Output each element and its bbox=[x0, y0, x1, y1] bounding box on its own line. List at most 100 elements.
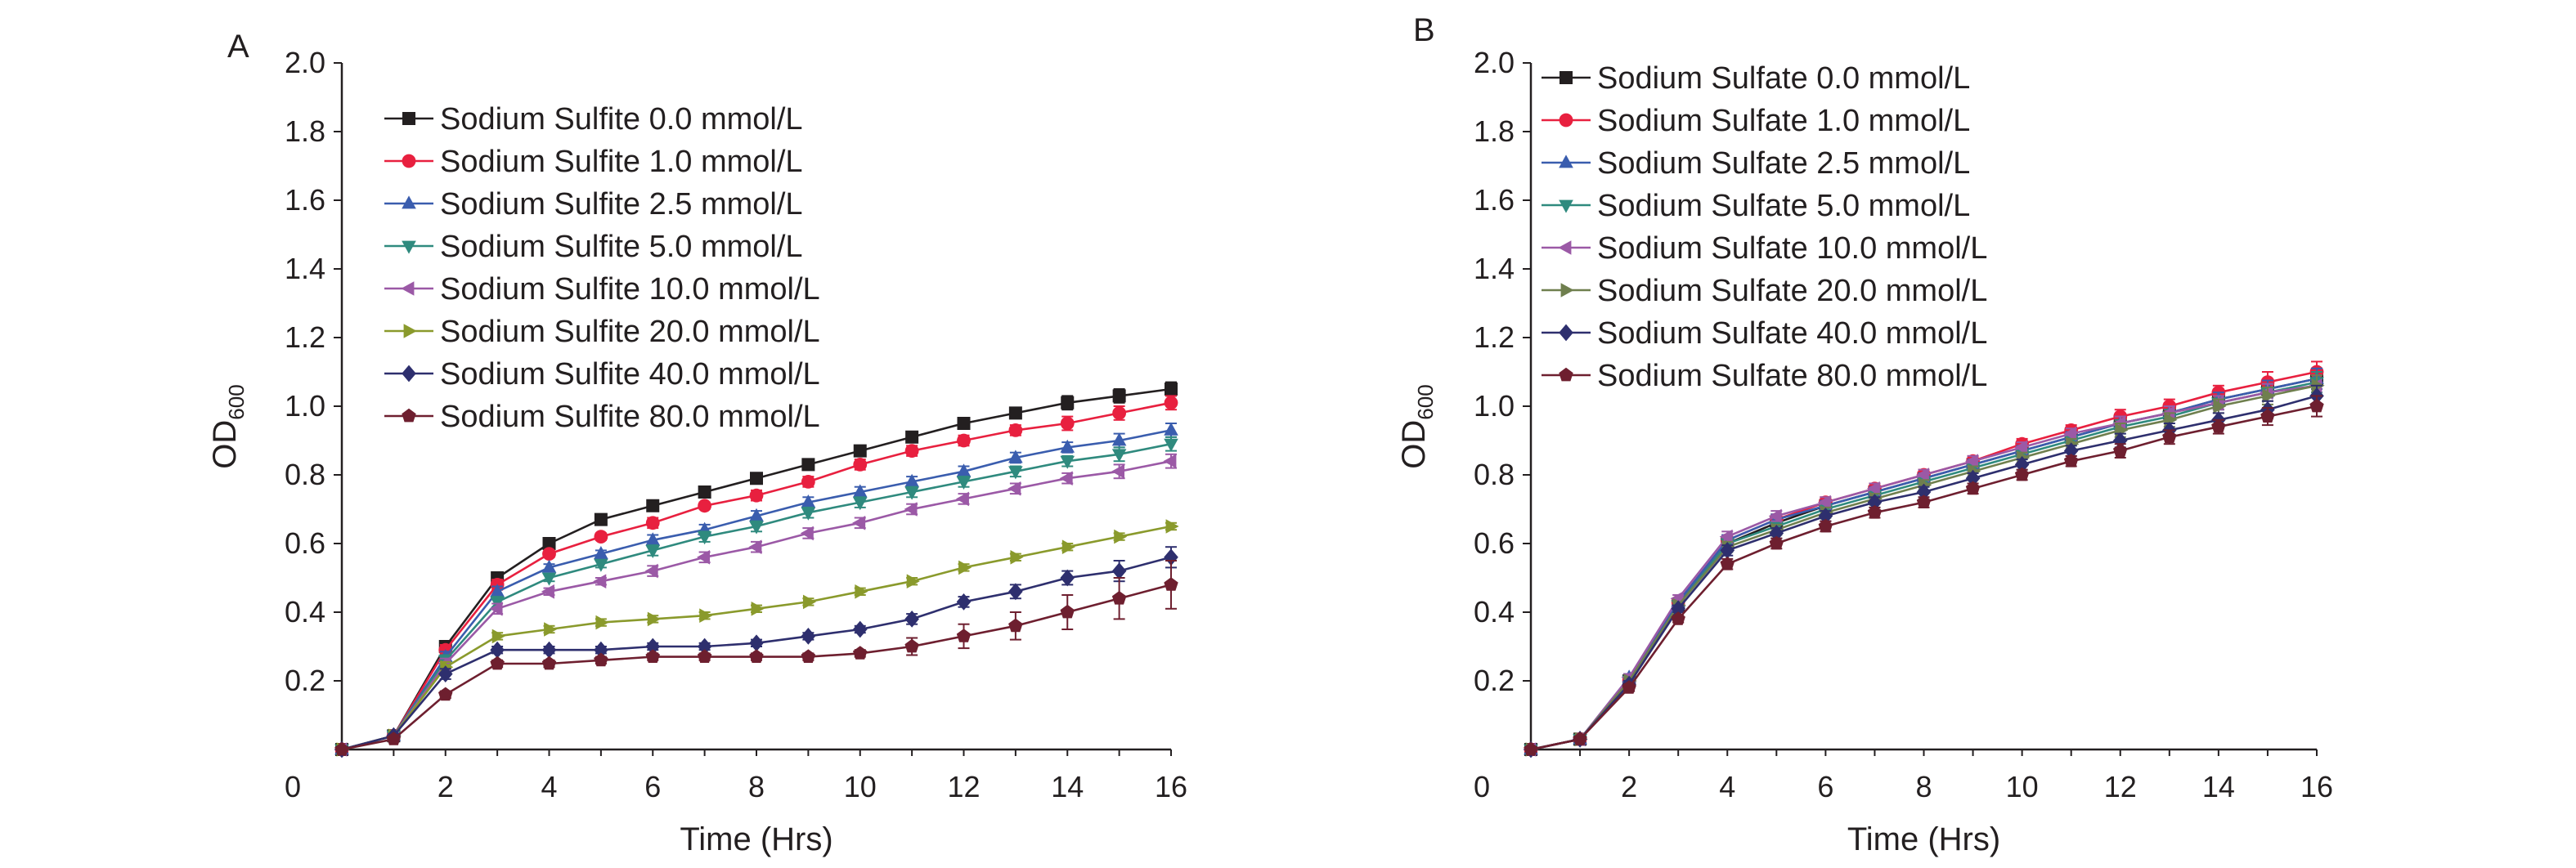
panel-b-series-line bbox=[1530, 384, 2318, 751]
panel-a-legend-swatch-marker bbox=[402, 240, 416, 254]
panel-a-data-point bbox=[1061, 396, 1075, 409]
panel-b-y-tick-label: 2.0 bbox=[1474, 46, 1515, 79]
panel-a-data-point bbox=[1008, 583, 1023, 601]
panel-b-legend-item: Sodium Sulfate 0.0 mmol/L bbox=[1542, 61, 1970, 96]
panel-b-data-point bbox=[1671, 600, 1685, 618]
panel-b-legend-swatch-marker bbox=[1559, 367, 1573, 382]
panel-b-data-point bbox=[2309, 398, 2324, 413]
panel-a-y-tick-label: 2.0 bbox=[285, 46, 325, 79]
panel-a-data-point bbox=[749, 508, 764, 521]
panel-a-data-point bbox=[855, 584, 868, 599]
panel-b-data-point bbox=[1671, 611, 1685, 625]
panel-b-y-tick-label: 1.6 bbox=[1474, 183, 1515, 217]
panel-b-y-tick-label: 0.6 bbox=[1474, 526, 1515, 560]
panel-a-data-point bbox=[801, 507, 816, 521]
panel-b-series-sodium-sulfate-2-5-mmol-l bbox=[1524, 367, 2324, 755]
panel-b-y-axis-title: OD600 bbox=[1396, 384, 1438, 468]
panel-a-legend-label: Sodium Sulfite 20.0 mmol/L bbox=[440, 315, 820, 349]
panel-b-series-line bbox=[1530, 370, 2318, 751]
panel-b-data-point bbox=[2211, 419, 2226, 433]
panel-b-legend-label: Sodium Sulfate 2.5 mmol/L bbox=[1597, 146, 1970, 181]
panel-a-data-point bbox=[1060, 455, 1075, 469]
panel-b-data-point bbox=[1916, 494, 1932, 508]
panel-b-legend-item: Sodium Sulfate 80.0 mmol/L bbox=[1542, 359, 1987, 393]
panel-a-data-point bbox=[644, 563, 658, 579]
panel-b-series-line bbox=[1530, 405, 2318, 751]
panel-a-data-point bbox=[490, 641, 505, 659]
panel-b-x-tick-label: 0 bbox=[1474, 770, 1490, 803]
panel-a-data-point bbox=[1112, 406, 1127, 420]
panel-a-series-line bbox=[341, 387, 1172, 751]
panel-b-series-line bbox=[1530, 395, 2318, 751]
panel-a-data-point bbox=[697, 638, 712, 655]
panel-a-data-point bbox=[595, 615, 609, 630]
panel-a-data-point bbox=[490, 655, 505, 670]
panel-a-data-point bbox=[1060, 439, 1075, 453]
panel-b-data-point bbox=[1768, 508, 1782, 524]
panel-a-data-point bbox=[438, 665, 453, 682]
panel-a-y-tick-label: 0.4 bbox=[285, 595, 325, 629]
panel-b-legend-label: Sodium Sulfate 40.0 mmol/L bbox=[1597, 316, 1987, 351]
panel-a-data-point bbox=[800, 526, 814, 541]
panel-b-data-point bbox=[1915, 468, 1929, 482]
panel-a-data-point bbox=[905, 430, 919, 444]
panel-a-data-point bbox=[541, 572, 557, 586]
panel-b-legend-item: Sodium Sulfate 1.0 mmol/L bbox=[1542, 104, 1970, 138]
panel-a-legend-swatch-marker bbox=[403, 324, 417, 338]
panel-a-data-point bbox=[801, 628, 816, 645]
panel-a-data-point bbox=[541, 584, 554, 599]
panel-b-data-point bbox=[1720, 557, 1735, 570]
panel-a-data-point bbox=[1111, 591, 1127, 605]
panel-a-data-point bbox=[1008, 450, 1023, 463]
panel-b-data-point bbox=[1866, 481, 1880, 496]
panel-a-data-point bbox=[749, 488, 764, 503]
panel-b-label: B bbox=[1413, 12, 1435, 48]
panel-a-y-tick-label: 1.2 bbox=[285, 320, 325, 354]
panel-a-data-point bbox=[541, 641, 557, 659]
panel-a-series-sodium-sulfite-5-0-mmol-l bbox=[334, 436, 1178, 758]
panel-a-data-point bbox=[904, 638, 919, 653]
panel-a-legend-item: Sodium Sulfite 10.0 mmol/L bbox=[384, 272, 820, 306]
panel-b-x-tick-label: 4 bbox=[1719, 770, 1735, 803]
panel-a-data-point bbox=[1060, 569, 1075, 587]
panel-b-data-point bbox=[2162, 429, 2177, 444]
panel-a-data-point bbox=[697, 531, 712, 545]
panel-a-y-axis-title-main: OD bbox=[207, 420, 243, 469]
panel-a-data-point bbox=[594, 546, 608, 559]
panel-a-data-point bbox=[1164, 396, 1178, 410]
panel-b-x-tick-label: 10 bbox=[2006, 770, 2039, 803]
panel-a-data-point bbox=[904, 444, 919, 458]
panel-a-data-point bbox=[1059, 471, 1073, 485]
panel-a-legend-swatch-marker bbox=[402, 365, 416, 383]
panel-b-x-axis-title: Time (Hrs) bbox=[1847, 821, 2000, 857]
panel-a-data-point bbox=[956, 593, 972, 611]
panel-a-data-point bbox=[1111, 464, 1125, 479]
panel-b-x-tick-label: 12 bbox=[2104, 770, 2137, 803]
panel-a-data-point bbox=[594, 652, 608, 667]
panel-a-legend-label: Sodium Sulfite 1.0 mmol/L bbox=[440, 145, 803, 179]
panel-b-x-tick-label: 2 bbox=[1621, 770, 1637, 803]
panel-a-y-tick-label: 0.2 bbox=[285, 664, 325, 697]
panel-a-data-point bbox=[749, 634, 764, 652]
panel-a-data-point bbox=[645, 638, 661, 655]
panel-a-legend-item: Sodium Sulfite 0.0 mmol/L bbox=[384, 102, 803, 136]
panel-b-data-point bbox=[1817, 494, 1831, 510]
panel-a-data-point bbox=[801, 494, 816, 508]
panel-b-legend-item: Sodium Sulfate 40.0 mmol/L bbox=[1542, 316, 1987, 351]
panel-a-data-point bbox=[542, 537, 556, 550]
panel-a-data-point bbox=[801, 458, 815, 472]
panel-a-data-point bbox=[491, 629, 505, 644]
panel-a-data-point bbox=[853, 646, 868, 660]
panel-b-data-point bbox=[1720, 542, 1735, 559]
panel-a-legend-item: Sodium Sulfite 1.0 mmol/L bbox=[384, 145, 803, 179]
panel-b-data-point bbox=[1965, 469, 1981, 487]
panel-b-series-line bbox=[1530, 378, 2318, 751]
panel-a-data-point bbox=[1114, 529, 1128, 544]
panel-b-y-axis-title-subscript: 600 bbox=[1413, 384, 1438, 419]
panel-a-data-point bbox=[1111, 449, 1127, 463]
panel-a-data-point bbox=[1008, 423, 1023, 437]
panel-a-data-point bbox=[645, 532, 661, 546]
panel-b-data-point bbox=[2014, 467, 2030, 481]
panel-a-data-point bbox=[1008, 481, 1021, 496]
panel-a-growth-chart: A 0.2 0.4 0.6 0.8 1.0 1.2 1.4 1.6 1.8 2.0 0 2 4 6 8 10 12… bbox=[207, 29, 1187, 857]
